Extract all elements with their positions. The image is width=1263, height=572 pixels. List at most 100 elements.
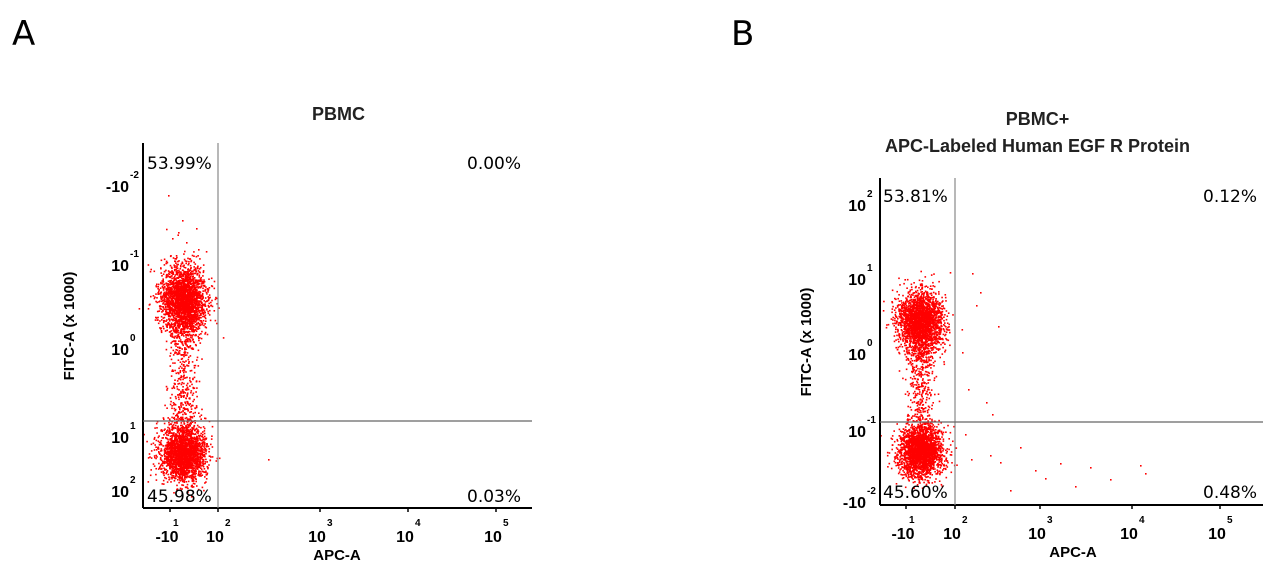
data-point: [166, 464, 169, 467]
data-point: [175, 460, 178, 462]
data-point: [185, 425, 187, 428]
data-point: [185, 476, 188, 479]
data-point: [198, 280, 201, 283]
data-point: [176, 447, 179, 450]
data-point: [181, 288, 184, 290]
data-point: [155, 316, 157, 319]
data-point: [158, 452, 160, 454]
data-point: [193, 438, 196, 440]
data-point: [189, 285, 191, 288]
data-point: [163, 422, 166, 425]
data-point: [187, 448, 190, 451]
data-point: [169, 435, 172, 438]
data-point: [163, 296, 165, 298]
data-point: [191, 337, 193, 339]
data-point: [193, 269, 195, 272]
data-point: [175, 469, 178, 472]
data-point: [169, 289, 171, 292]
data-point: [175, 315, 177, 318]
data-point: [177, 314, 180, 316]
data-point: [210, 456, 212, 458]
data-point: [205, 450, 207, 453]
data-point: [169, 297, 172, 299]
data-point: [174, 277, 176, 280]
data-point: [204, 417, 206, 420]
data-point: [189, 313, 191, 315]
data-point: [168, 273, 170, 275]
data-point: [165, 320, 167, 322]
data-point: [178, 473, 180, 475]
data-point: [184, 478, 186, 481]
data-point: [180, 467, 182, 470]
data-point: [157, 448, 160, 450]
data-point: [164, 298, 166, 301]
data-point: [192, 466, 194, 469]
data-point: [172, 441, 174, 443]
data-point: [163, 455, 166, 458]
data-point: [166, 261, 169, 264]
data-point: [166, 329, 168, 332]
data-point: [167, 450, 169, 452]
data-point: [186, 327, 189, 330]
data-point: [168, 465, 171, 468]
data-point: [156, 427, 158, 429]
data-point: [189, 441, 191, 444]
data-point: [182, 386, 184, 388]
data-point: [146, 440, 148, 443]
data-point: [182, 404, 184, 406]
data-point: [178, 269, 180, 272]
data-point: [190, 391, 192, 394]
data-point: [177, 472, 180, 474]
data-point: [204, 301, 207, 303]
data-point: [174, 269, 176, 272]
data-point: [166, 453, 168, 455]
data-point: [190, 467, 193, 469]
data-point: [187, 292, 189, 295]
data-point: [162, 306, 164, 308]
data-point: [181, 444, 183, 447]
data-point: [172, 362, 174, 364]
data-point: [196, 314, 199, 317]
data-point: [194, 305, 196, 307]
data-point: [186, 260, 188, 263]
data-point: [162, 310, 164, 312]
data-point: [173, 279, 175, 282]
data-point: [196, 449, 199, 452]
data-point: [174, 461, 176, 464]
data-point: [182, 321, 185, 324]
data-point: [148, 453, 151, 455]
data-point: [198, 317, 200, 319]
data-point: [170, 342, 172, 344]
data-point: [179, 470, 181, 472]
data-point: [174, 454, 176, 456]
data-point: [194, 317, 197, 319]
data-point: [170, 325, 173, 328]
data-point: [198, 449, 200, 452]
data-point: [170, 295, 172, 298]
data-point: [185, 279, 188, 281]
data-point: [166, 289, 168, 292]
data-point: [192, 456, 195, 459]
data-point: [191, 456, 194, 458]
data-point: [176, 325, 179, 327]
data-point: [175, 312, 178, 314]
data-point: [171, 436, 173, 439]
data-point: [177, 479, 179, 481]
data-point: [198, 311, 201, 314]
data-point: [194, 454, 197, 457]
data-point: [165, 276, 167, 279]
data-point: [161, 460, 164, 463]
data-point: [195, 303, 197, 306]
data-point: [188, 306, 190, 308]
data-point: [184, 319, 187, 322]
data-point: [161, 300, 163, 303]
data-point: [204, 461, 207, 463]
data-point: [154, 296, 156, 298]
data-point: [182, 294, 184, 297]
data-point: [184, 457, 187, 460]
data-point: [215, 460, 218, 462]
data-point: [188, 309, 191, 311]
data-point: [153, 297, 156, 300]
data-point: [178, 444, 181, 447]
data-point: [187, 310, 189, 312]
